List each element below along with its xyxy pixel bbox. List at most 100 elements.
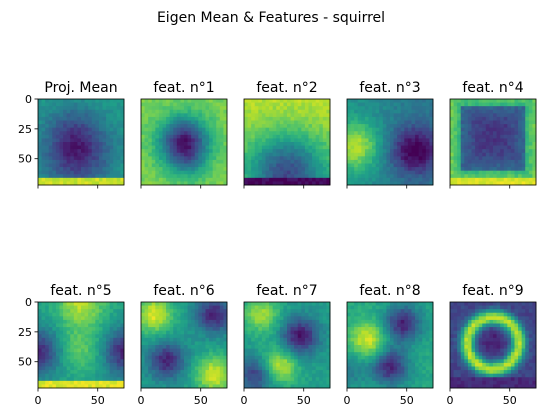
heatmap-cell — [48, 138, 53, 143]
heatmap-cell — [261, 113, 266, 118]
heatmap-cell — [173, 134, 178, 139]
heatmap-cell — [319, 348, 324, 353]
heatmap-cell — [272, 330, 277, 335]
heatmap-cell — [251, 341, 256, 346]
heatmap-cell — [102, 323, 107, 328]
heatmap-cell — [272, 124, 277, 129]
heatmap-cell — [354, 116, 359, 121]
heatmap-cell — [269, 131, 274, 136]
heatmap-cell — [88, 362, 93, 367]
heatmap-cell — [312, 345, 317, 349]
heatmap-cell — [219, 159, 224, 164]
heatmap-cell — [301, 316, 306, 321]
heatmap-cell — [155, 334, 160, 339]
heatmap-cell — [525, 116, 530, 121]
heatmap-cell — [364, 348, 369, 353]
heatmap-cell — [84, 319, 89, 324]
heatmap-cell — [283, 384, 288, 389]
heatmap-cell — [198, 116, 203, 121]
heatmap-cell — [77, 312, 82, 317]
heatmap-cell — [265, 170, 270, 175]
heatmap-cell — [397, 127, 402, 132]
heatmap-cell — [294, 377, 299, 382]
heatmap-cell — [272, 334, 277, 339]
heatmap-cell — [283, 334, 288, 339]
heatmap-cell — [496, 99, 501, 103]
heatmap-cell — [397, 116, 402, 121]
heatmap-cell — [471, 156, 476, 161]
heatmap-cell — [521, 113, 526, 118]
heatmap-cell — [191, 345, 196, 349]
heatmap-cell — [194, 319, 199, 324]
heatmap-cell — [212, 152, 217, 157]
heatmap-cell — [258, 109, 263, 114]
heatmap-cell — [265, 302, 270, 306]
heatmap-cell — [48, 156, 53, 161]
heatmap-cell — [98, 309, 103, 314]
heatmap-cell — [379, 345, 384, 349]
heatmap-cell — [386, 345, 391, 349]
heatmap-cell — [364, 113, 369, 118]
heatmap-cell — [372, 167, 377, 172]
heatmap-cell — [162, 134, 167, 139]
heatmap-cell — [276, 309, 281, 314]
heatmap-cell — [347, 156, 351, 161]
heatmap-cell — [386, 366, 391, 371]
heatmap-cell — [525, 145, 530, 150]
heatmap-cell — [216, 341, 221, 346]
heatmap-cell — [219, 177, 224, 182]
heatmap-cell — [216, 156, 221, 161]
heatmap-cell — [265, 159, 270, 164]
heatmap-cell — [205, 377, 210, 382]
heatmap-cell — [372, 380, 377, 385]
heatmap-cell — [308, 370, 313, 375]
heatmap-cell — [191, 134, 196, 139]
heatmap-cell — [308, 330, 313, 335]
heatmap-cell — [73, 159, 78, 164]
heatmap-cell — [59, 334, 64, 339]
heatmap-cell — [350, 167, 355, 172]
heatmap-cell — [304, 337, 309, 342]
heatmap-cell — [116, 377, 121, 382]
heatmap-cell — [212, 330, 217, 335]
heatmap-cell — [350, 102, 355, 107]
heatmap-cell — [386, 384, 391, 389]
heatmap-cell — [166, 327, 171, 332]
heatmap-cell — [194, 113, 199, 118]
heatmap-cell — [63, 373, 68, 378]
heatmap-cell — [106, 163, 111, 168]
heatmap-cell — [166, 352, 171, 357]
heatmap-cell — [102, 152, 107, 157]
heatmap-cell — [209, 177, 214, 182]
heatmap-cell — [148, 145, 153, 150]
heatmap-cell — [393, 319, 398, 324]
heatmap-cell — [48, 319, 53, 324]
x-tick-label: 0 — [138, 394, 145, 407]
heatmap-cell — [532, 159, 537, 164]
heatmap-cell — [88, 145, 93, 150]
heatmap-cell — [209, 102, 214, 107]
heatmap-cell — [357, 131, 362, 136]
heatmap-cell — [500, 134, 505, 139]
heatmap-cell — [312, 138, 317, 143]
heatmap-cell — [390, 106, 394, 111]
heatmap-cell — [191, 341, 196, 346]
heatmap-cell — [269, 142, 274, 146]
heatmap-cell — [301, 380, 306, 385]
heatmap-cell — [198, 334, 203, 339]
heatmap-cell — [144, 145, 149, 150]
heatmap-cell — [287, 366, 291, 371]
heatmap-cell — [372, 127, 377, 132]
heatmap-cell — [216, 116, 221, 121]
heatmap-cell — [518, 113, 523, 118]
heatmap-cell — [269, 102, 274, 107]
heatmap-cell — [326, 99, 331, 103]
heatmap-cell — [109, 109, 114, 114]
heatmap-cell — [176, 323, 181, 328]
heatmap-cell — [407, 142, 412, 146]
heatmap-cell — [304, 174, 309, 179]
heatmap-cell — [287, 142, 291, 146]
heatmap-cell — [287, 309, 291, 314]
heatmap-cell — [151, 352, 156, 357]
